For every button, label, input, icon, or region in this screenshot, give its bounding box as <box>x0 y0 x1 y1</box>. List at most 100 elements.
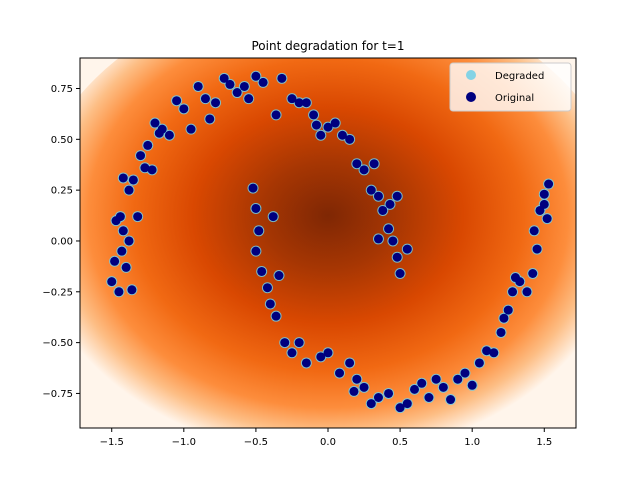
original-point <box>232 88 242 98</box>
original-point <box>124 236 134 246</box>
original-point <box>143 140 153 150</box>
original-point <box>287 348 297 358</box>
original-point <box>219 73 229 83</box>
original-point <box>542 214 552 224</box>
y-tick-label: −0.75 <box>42 389 73 400</box>
original-point <box>193 81 203 91</box>
original-point <box>384 388 394 398</box>
original-point <box>164 130 174 140</box>
original-point <box>474 358 484 368</box>
original-point <box>345 358 355 368</box>
x-tick-label: −0.5 <box>244 437 268 448</box>
original-point <box>294 98 304 108</box>
original-point <box>211 98 221 108</box>
original-point <box>294 338 304 348</box>
y-tick-label: 0.00 <box>51 236 73 247</box>
original-point <box>378 205 388 215</box>
original-points <box>107 71 554 413</box>
original-point <box>179 104 189 114</box>
original-point <box>118 173 128 183</box>
original-point <box>251 246 261 256</box>
original-point <box>271 311 281 321</box>
original-point <box>402 244 412 254</box>
original-point <box>271 110 281 120</box>
original-point <box>200 94 210 104</box>
original-point <box>274 271 284 281</box>
legend-box <box>449 62 572 112</box>
original-point <box>117 246 127 256</box>
original-point <box>532 244 542 254</box>
original-point <box>489 348 499 358</box>
original-point <box>352 159 362 169</box>
original-point <box>335 368 345 378</box>
original-point <box>268 212 278 222</box>
original-point <box>128 175 138 185</box>
legend-original-marker <box>466 92 476 102</box>
original-point <box>402 399 412 409</box>
original-point <box>539 199 549 209</box>
legend-degraded-marker <box>466 70 476 80</box>
original-point <box>446 395 456 405</box>
original-point <box>373 191 383 201</box>
legend-original-label: Original <box>495 93 534 104</box>
original-point <box>287 94 297 104</box>
original-point <box>544 179 554 189</box>
original-point <box>114 287 124 297</box>
original-point <box>239 81 249 91</box>
original-point <box>388 236 398 246</box>
original-point <box>395 403 405 413</box>
original-point <box>316 352 326 362</box>
original-point <box>392 191 402 201</box>
original-point <box>359 165 369 175</box>
original-point <box>366 399 376 409</box>
original-point <box>323 348 333 358</box>
original-point <box>482 346 492 356</box>
y-tick-label: 0.75 <box>51 84 73 95</box>
x-tick-label: 1.0 <box>464 437 480 448</box>
original-point <box>410 384 420 394</box>
original-point <box>127 285 137 295</box>
original-point <box>301 98 311 108</box>
original-point <box>262 283 272 293</box>
original-point <box>172 96 182 106</box>
original-point <box>265 299 275 309</box>
original-point <box>157 124 167 134</box>
original-point <box>107 277 117 287</box>
original-point <box>385 199 395 209</box>
original-point <box>280 338 290 348</box>
original-point <box>369 159 379 169</box>
original-point <box>345 134 355 144</box>
chart-title: Point degradation for t=1 <box>252 39 405 53</box>
original-point <box>522 287 532 297</box>
original-point <box>460 368 470 378</box>
y-tick-label: −0.25 <box>42 287 73 298</box>
original-point <box>359 382 369 392</box>
original-point <box>244 94 254 104</box>
original-point <box>330 118 340 128</box>
x-tick-label: 0.0 <box>320 437 336 448</box>
original-point <box>337 130 347 140</box>
original-point <box>118 226 128 236</box>
original-point <box>301 358 311 368</box>
original-point <box>124 185 134 195</box>
original-point <box>248 183 258 193</box>
original-point <box>431 374 441 384</box>
original-point <box>257 266 267 276</box>
original-point <box>311 120 321 130</box>
original-point <box>373 393 383 403</box>
x-tick-label: −1.5 <box>100 437 124 448</box>
original-point <box>508 287 518 297</box>
original-point <box>499 313 509 323</box>
original-point <box>254 226 264 236</box>
original-point <box>225 79 235 89</box>
x-tick-label: −1.0 <box>172 437 196 448</box>
original-point <box>503 305 513 315</box>
y-tick-label: 0.25 <box>51 186 73 197</box>
original-point <box>539 189 549 199</box>
y-axis: −0.75 −0.50 −0.25 0.00 0.25 0.50 0.75 <box>42 84 80 400</box>
original-point <box>110 256 120 266</box>
original-point <box>205 114 215 124</box>
y-tick-label: −0.50 <box>42 338 73 349</box>
original-point <box>115 212 125 222</box>
